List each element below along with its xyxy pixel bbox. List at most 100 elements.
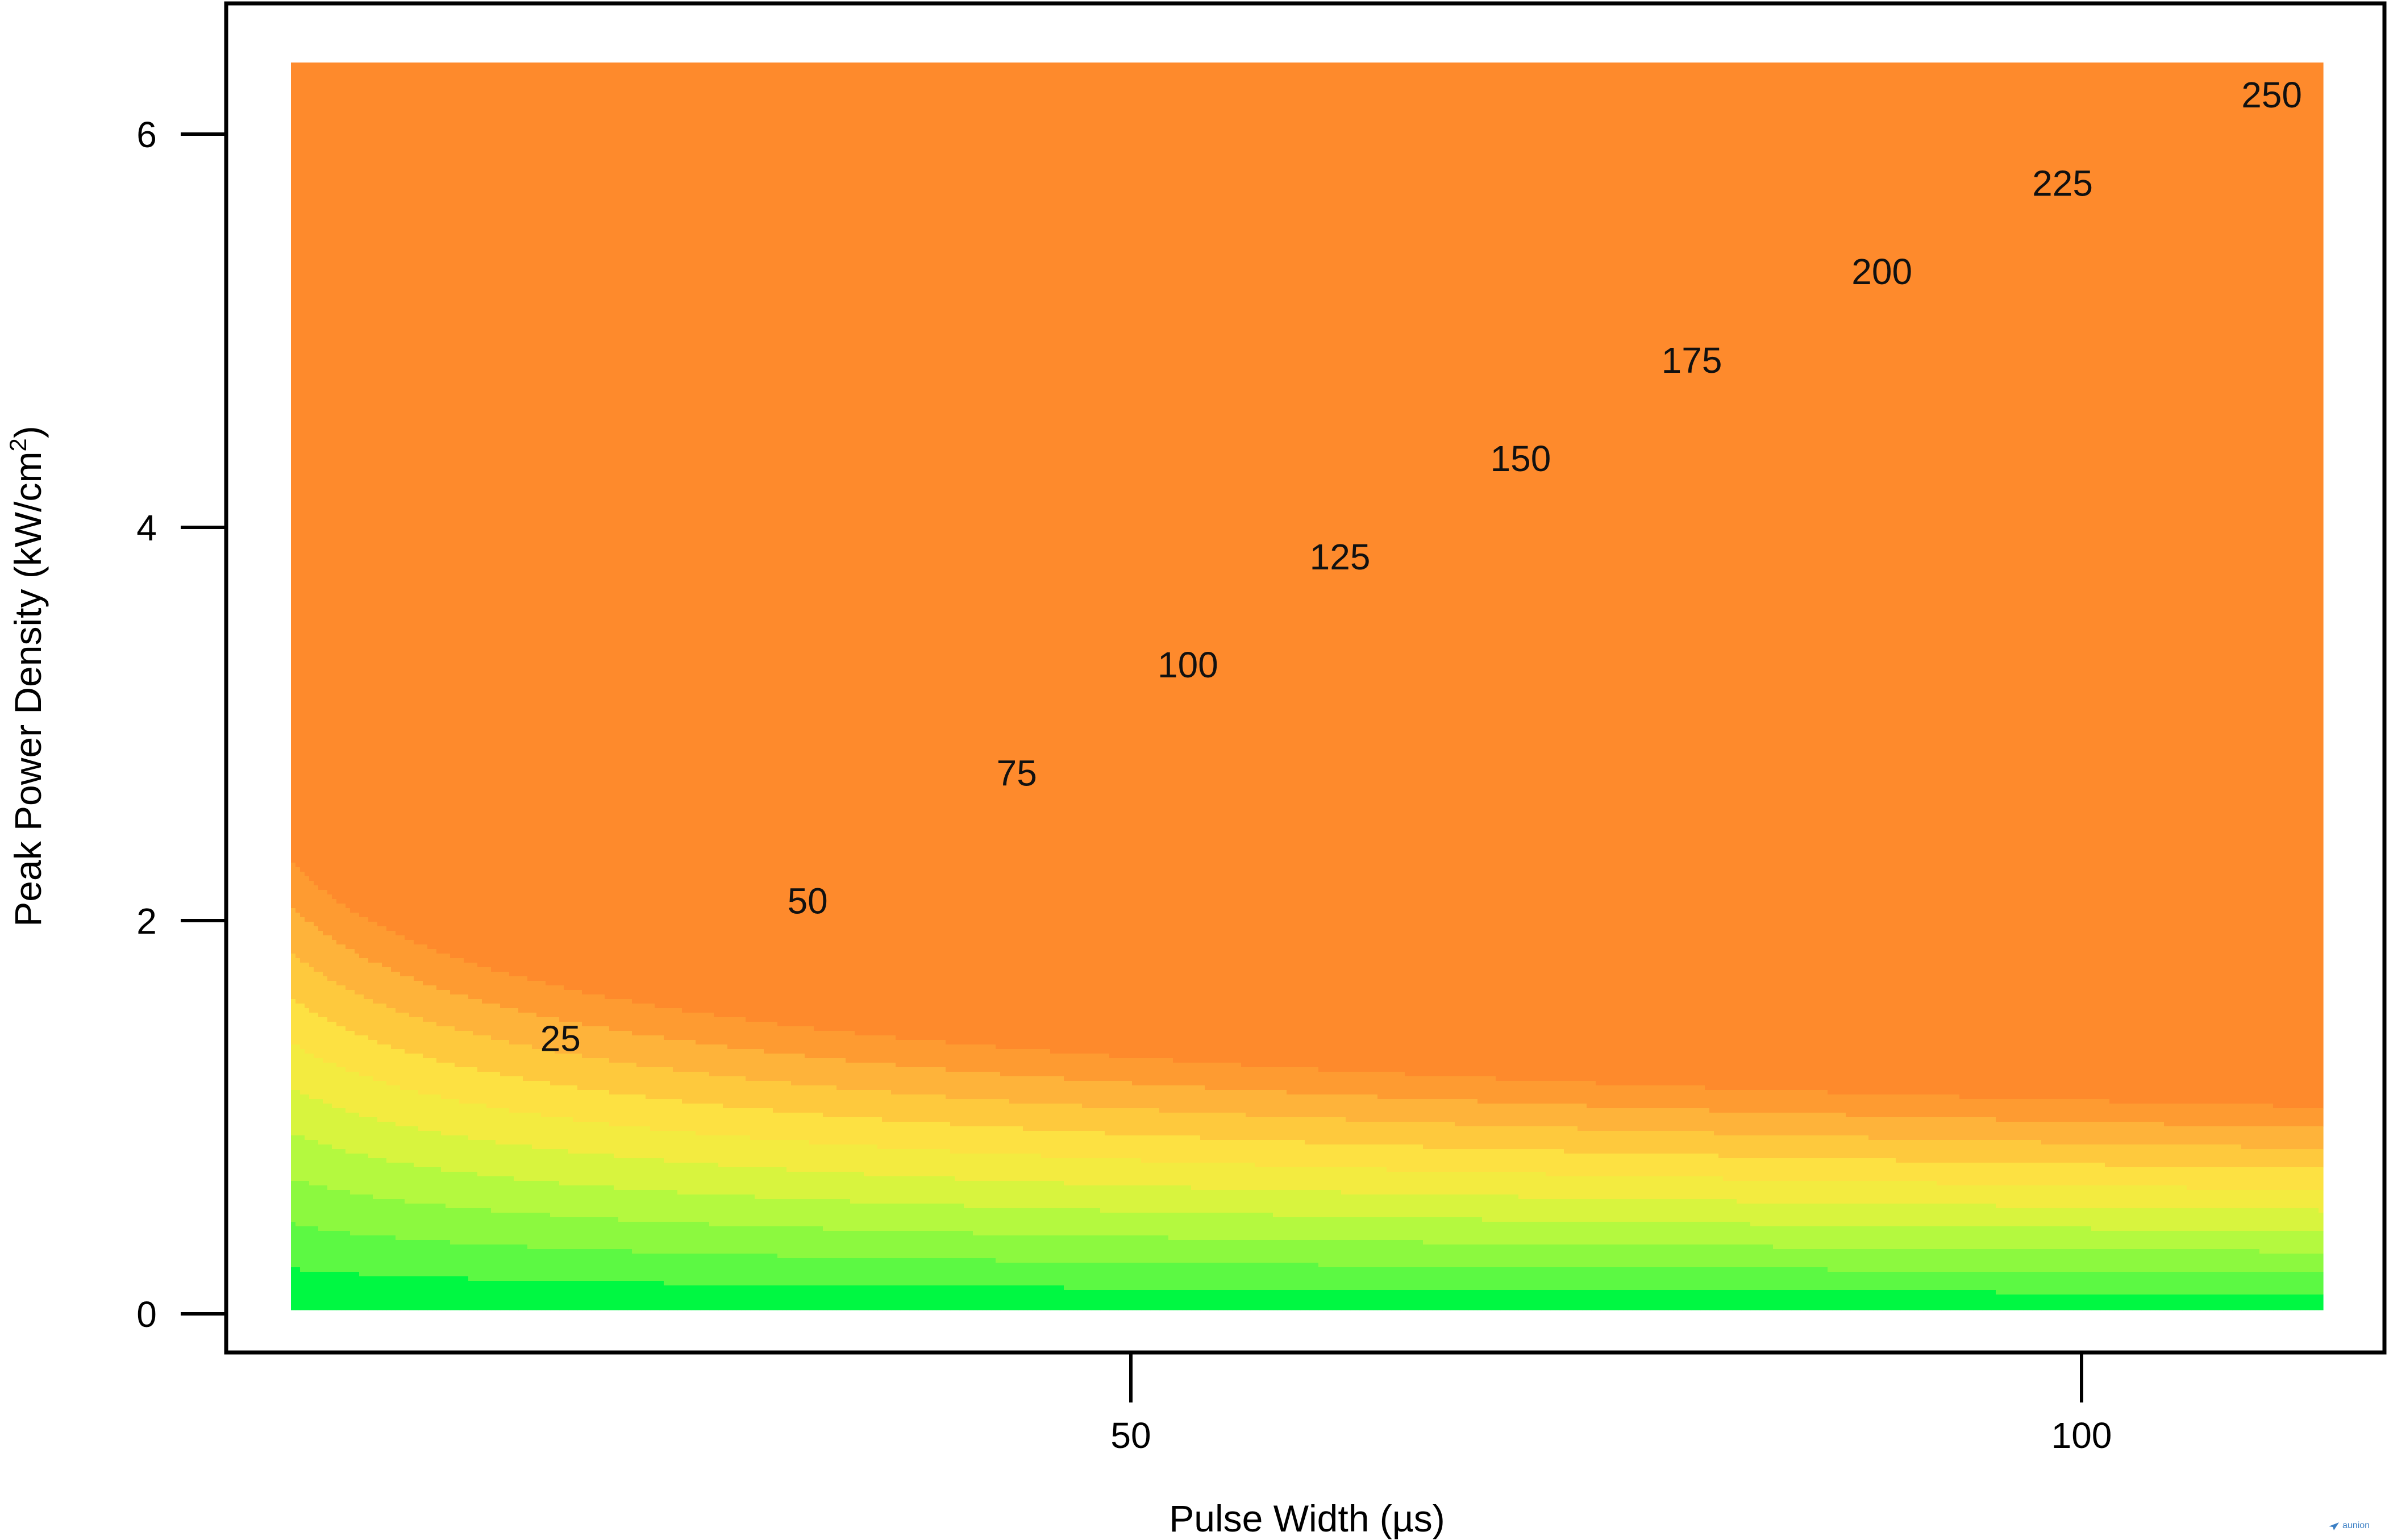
contour-cell	[2064, 1208, 2069, 1227]
contour-cell	[482, 1245, 487, 1281]
contour-cell	[1659, 1085, 1664, 1109]
contour-cell	[436, 1063, 442, 1095]
contour-cell	[1146, 1058, 1151, 1086]
contour-cell	[2305, 1126, 2310, 1150]
contour-cell	[1218, 1113, 1223, 1141]
contour-cell	[1641, 1222, 1646, 1245]
contour-cell	[1846, 1117, 1851, 1136]
contour-cell	[1987, 1204, 1992, 1227]
contour-cell	[1418, 1144, 1424, 1172]
contour-cell	[873, 1204, 878, 1231]
contour-cell	[773, 63, 778, 1022]
contour-cell	[777, 1199, 783, 1227]
contour-cell	[591, 1249, 596, 1281]
contour-cell	[1573, 1267, 1578, 1291]
contour-cell	[718, 63, 723, 1018]
contour-cell	[1837, 1290, 1842, 1310]
contour-cell	[300, 1226, 305, 1272]
contour-cell	[305, 922, 310, 963]
contour-cell	[627, 1063, 632, 1095]
contour-cell	[968, 1285, 973, 1310]
contour-cell	[836, 1231, 842, 1259]
contour-cell	[827, 1144, 833, 1172]
contour-cell	[600, 1058, 605, 1091]
contour-cell	[1959, 1099, 1965, 1118]
contour-cell	[955, 1154, 960, 1181]
contour-cell	[959, 1099, 964, 1127]
contour-cell	[441, 1026, 446, 1063]
contour-cell	[1050, 1263, 1055, 1286]
contour-cell	[1882, 63, 1887, 1095]
contour-cell	[605, 1249, 610, 1281]
contour-cell	[2259, 1190, 2265, 1209]
contour-cell	[1509, 1149, 1514, 1172]
contour-cell	[1946, 1290, 1951, 1310]
contour-cell	[359, 63, 364, 918]
contour-cell	[1573, 1222, 1578, 1245]
contour-cell	[791, 1226, 796, 1259]
contour-cell	[736, 1135, 742, 1168]
contour-cell	[1346, 1240, 1351, 1268]
contour-cell	[2100, 1208, 2105, 1231]
contour-cell	[2264, 1126, 2269, 1150]
contour-cell	[1878, 1117, 1883, 1141]
contour-cell	[586, 1026, 592, 1059]
contour-cell	[596, 1281, 601, 1310]
contour-cell	[536, 1049, 542, 1081]
contour-cell	[2246, 1208, 2251, 1231]
contour-cell	[1309, 63, 1314, 1068]
contour-cell	[2096, 1163, 2101, 1186]
contour-cell	[1646, 1245, 1651, 1268]
contour-cell	[1641, 1131, 1646, 1154]
contour-cell	[2296, 1295, 2301, 1310]
contour-cell	[1741, 1222, 1746, 1245]
contour-cell	[1059, 1158, 1064, 1181]
contour-cell	[1087, 1131, 1092, 1159]
contour-cell	[1282, 1067, 1287, 1091]
contour-cell	[1764, 1290, 1769, 1310]
contour-cell	[305, 1094, 310, 1141]
contour-cell	[2296, 1231, 2301, 1254]
contour-cell	[946, 1204, 951, 1231]
contour-cell	[1164, 1135, 1169, 1163]
contour-cell	[582, 1217, 587, 1250]
contour-cell	[1514, 1222, 1519, 1245]
contour-cell	[1705, 1267, 1710, 1291]
contour-cell	[850, 1285, 855, 1310]
contour-cell	[1332, 1267, 1337, 1291]
contour-cell	[759, 1022, 764, 1050]
contour-cell	[2141, 1122, 2146, 1145]
contour-cell	[1100, 1081, 1105, 1109]
contour-cell	[1487, 1290, 1492, 1310]
contour-cell	[1218, 1140, 1223, 1163]
contour-cell	[1400, 1217, 1405, 1241]
contour-cell	[1114, 1290, 1119, 1310]
contour-cell	[1537, 63, 1542, 1081]
contour-cell	[850, 1172, 855, 1204]
contour-cell	[1041, 63, 1046, 1050]
contour-cell	[1205, 1163, 1210, 1191]
contour-cell	[1223, 1290, 1228, 1310]
contour-cell	[1537, 1081, 1542, 1104]
contour-cell	[1500, 1222, 1505, 1245]
contour-cell	[1909, 1204, 1914, 1227]
contour-cell	[2314, 1254, 2319, 1272]
contour-cell	[809, 1144, 814, 1172]
contour-cell	[1041, 1263, 1046, 1286]
contour-cell	[1759, 1245, 1764, 1268]
contour-cell	[559, 985, 564, 1022]
contour-cell	[468, 63, 473, 963]
contour-cell	[2282, 1272, 2287, 1295]
contour-cell	[1318, 1217, 1323, 1241]
contour-cell	[850, 1063, 855, 1091]
contour-cell	[1118, 1135, 1123, 1159]
contour-cell	[2087, 1295, 2092, 1310]
contour-cell	[1209, 1140, 1214, 1163]
contour-cell	[295, 1226, 301, 1268]
contour-cell	[405, 63, 410, 940]
contour-cell	[2200, 1167, 2205, 1191]
contour-cell	[623, 1094, 628, 1127]
contour-cell	[2291, 1231, 2296, 1254]
contour-cell	[1559, 1199, 1564, 1222]
contour-cell	[2128, 1167, 2133, 1186]
